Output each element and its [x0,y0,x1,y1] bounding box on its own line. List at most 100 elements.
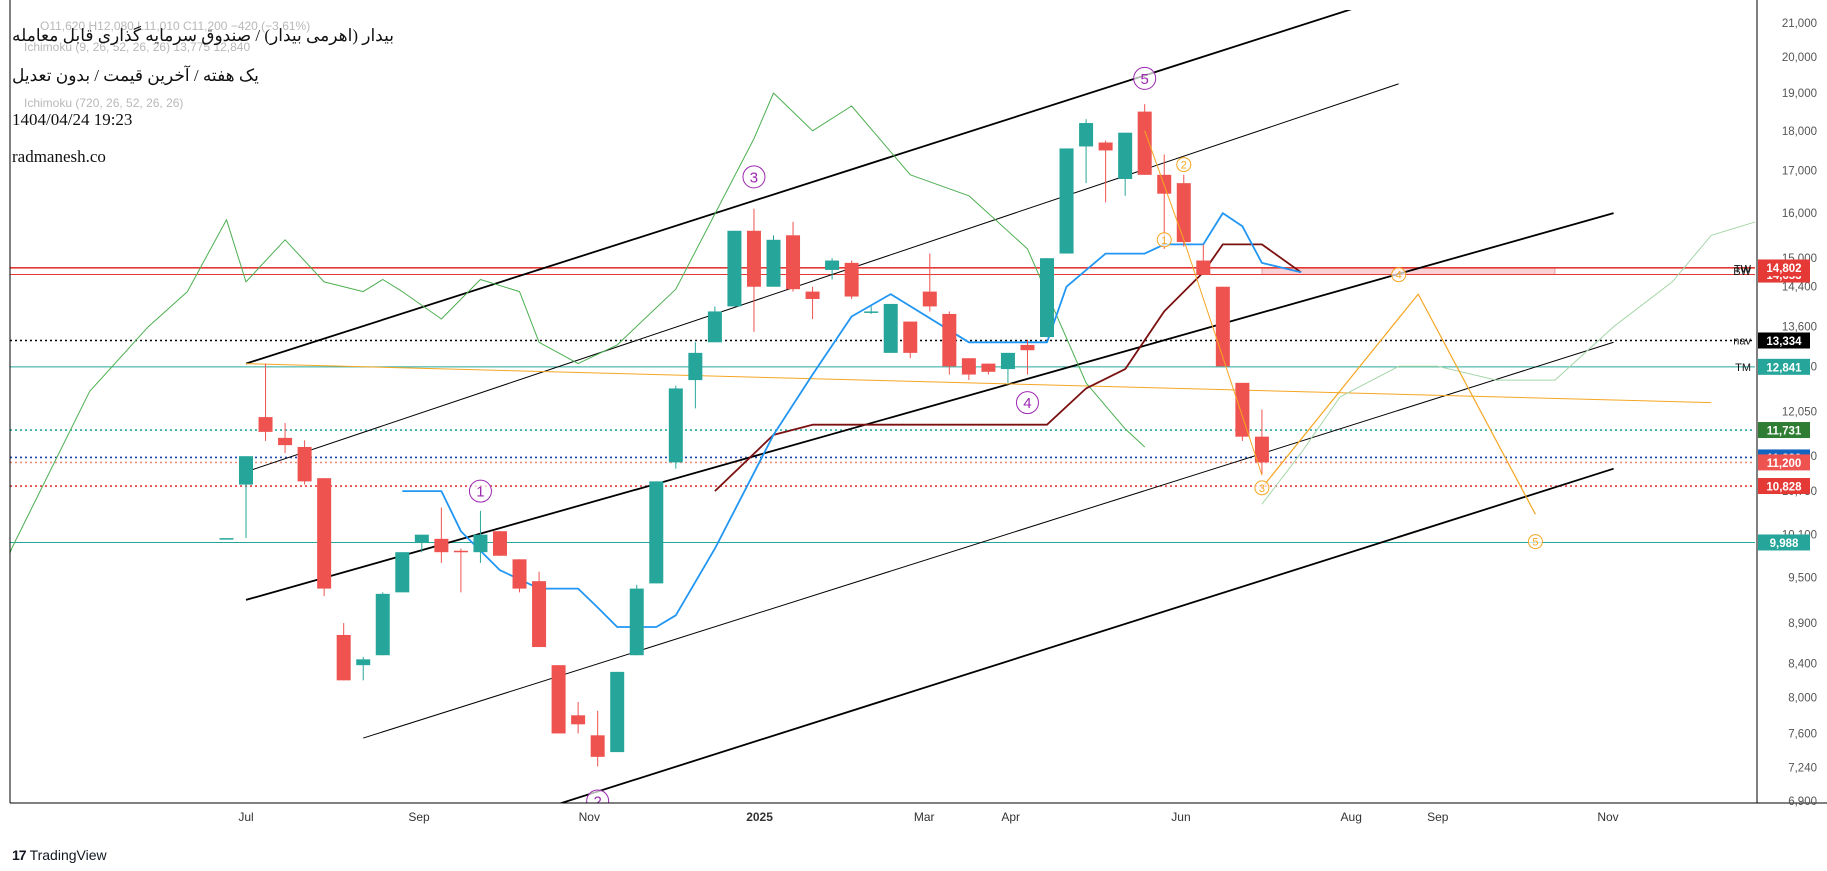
candle-body-18 [571,715,586,725]
candle-38 [961,358,976,381]
candle-14 [492,531,507,556]
y-tick-label-5: 16,000 [1782,208,1817,220]
lagging-span-line [10,92,1146,555]
candle-51 [1215,286,1230,367]
major-wave-label-2-circle [586,789,610,803]
candle-body-35 [903,321,918,353]
minor-wave-label-4-circle [1391,267,1407,283]
candle-body-28 [766,239,781,287]
x-tick-label-7: Aug [1341,810,1362,824]
candle-33 [864,306,879,314]
candle-body-7 [356,659,371,666]
candle-body-14 [492,531,507,556]
candle-5 [317,478,332,597]
x-tick-label-2: Nov [579,810,600,824]
candle-26 [727,230,742,307]
candle-body-41 [1020,344,1035,351]
candle-29 [786,221,801,292]
candle-body-29 [786,235,801,290]
candle-body-53 [1254,436,1269,463]
y-tick-label-0: 21,000 [1782,18,1817,30]
candle-body-38 [961,358,976,375]
candle-body-9 [395,552,410,593]
candle-body-16 [532,581,547,648]
candle-30 [805,286,820,320]
major-wave-label-5: 5 [1141,71,1149,88]
candle-23 [668,385,683,469]
candle-50 [1196,244,1211,275]
candle-1 [239,456,253,539]
candle-25 [707,306,722,343]
candle-body-36 [922,291,937,307]
candle-36 [922,253,937,312]
price-tag-7: 11,200 [1767,458,1802,470]
chart-title: بیدار (اهرمی بیدار) / صندوق سرمایه گذاری… [12,26,394,45]
candle-10 [414,534,429,553]
x-tick-label-3: 2025 [746,810,773,824]
major-wave-label-3: 3 [750,169,758,186]
candle-3 [278,422,293,454]
candle-body-45 [1098,142,1113,151]
x-tick-label-8: Sep [1427,810,1449,824]
tradingview-logo[interactable]: 17 TradingView [12,847,107,863]
ohlc-legend: O11,620 H12,080 L11,010 C11,200 −420 (−3… [40,19,311,33]
y-tick-label-16: 8,400 [1788,658,1817,670]
tradingview-logo-text: TradingView [29,847,107,863]
candle-body-26 [727,230,742,307]
x-tick-label-4: Mar [914,810,935,824]
projection-line [1261,293,1536,515]
channel-line-4 [558,467,1614,803]
wave-path-line [1144,130,1263,476]
tenkan-line [402,212,1302,628]
price-tag-5: 11,731 [1767,426,1802,438]
candle-2 [258,363,273,441]
price-tag-bg-7 [1758,454,1810,471]
price-tag-bg-8 [1758,478,1810,495]
major-wave-label-1-circle [468,479,492,503]
minor-wave-label-5-circle [1527,534,1543,550]
x-tick-label-6: Jun [1171,810,1190,824]
candle-16 [532,571,547,648]
candle-body-34 [883,303,898,353]
y-tick-label-1: 20,000 [1782,52,1817,64]
candle-27 [746,208,761,332]
candle-body-1 [239,456,253,485]
candle-body-5 [317,478,332,589]
kijun-line [714,243,1302,492]
orange-trendline [245,363,1712,404]
major-wave-label-1: 1 [476,483,484,500]
candle-41 [1020,339,1035,375]
candle-body-37 [942,313,957,367]
cloud-span-line [1261,221,1755,505]
candle-body-30 [805,291,820,299]
candle-47 [1137,104,1152,175]
candle-body-4 [297,446,312,482]
price-tag-3: 13,334 [1766,336,1802,348]
candle-body-43 [1059,148,1074,254]
candle-body-15 [512,559,527,589]
candle-20 [610,671,625,753]
candle-body-20 [610,671,625,753]
candle-body-32 [844,262,859,297]
y-tick-label-10: 12,050 [1782,406,1817,418]
tradingview-logo-icon: 17 [12,847,27,863]
candle-32 [844,260,859,299]
price-tag-bg-2 [1758,259,1810,276]
x-tick-label-0: Jul [238,810,253,824]
y-tick-label-19: 7,240 [1788,762,1817,774]
chart-datetime: 1404/04/24 19:23 [12,110,133,129]
y-tick-label-18: 7,600 [1788,728,1817,740]
candle-37 [942,311,957,375]
ichimoku-legend-2: Ichimoku (720, 26, 52, 26, 26) [24,96,184,110]
candle-body-52 [1235,382,1250,437]
candle-body-3 [278,437,293,446]
price-tag-bg-9 [1758,534,1810,551]
candle-40 [1000,352,1015,383]
candle-9 [395,552,410,593]
candle-0 [219,538,234,540]
candle-34 [883,303,898,353]
x-tick-label-9: Nov [1597,810,1618,824]
y-tick-label-20: 6,900 [1788,796,1817,808]
price-tag-9: 9,988 [1770,538,1799,550]
